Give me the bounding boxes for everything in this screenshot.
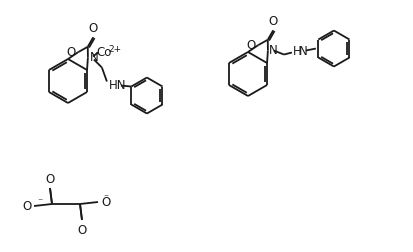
Text: O: O <box>268 15 278 28</box>
Text: O: O <box>45 172 55 185</box>
Text: Co: Co <box>96 46 112 59</box>
Text: ⁻: ⁻ <box>38 196 43 206</box>
Text: O: O <box>23 200 32 213</box>
Text: N: N <box>90 51 99 64</box>
Text: HN: HN <box>109 79 126 92</box>
Text: O: O <box>101 196 110 209</box>
Text: O: O <box>246 38 255 51</box>
Text: N: N <box>269 44 278 57</box>
Text: H: H <box>293 45 301 58</box>
Text: ⁻: ⁻ <box>103 192 109 202</box>
Text: 2+: 2+ <box>108 45 121 54</box>
Text: O: O <box>89 22 98 35</box>
Text: O: O <box>66 45 76 58</box>
Text: N: N <box>299 45 308 58</box>
Text: O: O <box>77 223 87 236</box>
